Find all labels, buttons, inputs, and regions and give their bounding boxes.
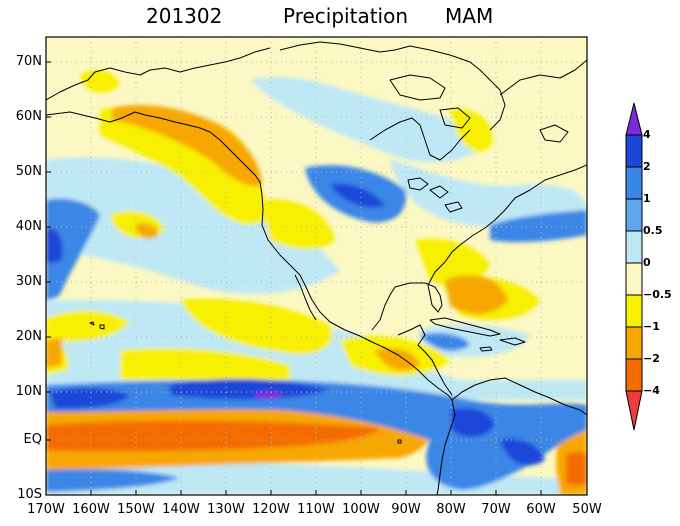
colorbar-swatch-gt4	[625, 102, 643, 136]
lon-label-110w: 110W	[297, 502, 335, 517]
colorbar-swatch-m1-m05	[625, 294, 643, 328]
lon-label-100w: 100W	[342, 502, 380, 517]
colorbar-label-0: 0	[643, 256, 651, 269]
colorbar-label-m2: −2	[643, 352, 660, 365]
title-season: MAM	[445, 4, 494, 28]
anomaly-field	[46, 37, 587, 495]
lon-label-130w: 130W	[207, 502, 245, 517]
lat-label-10n: 10N	[15, 384, 42, 399]
colorbar-swatch-m05-0	[625, 262, 643, 296]
lon-label-140w: 140W	[162, 502, 200, 517]
colorbar-swatch-1-2	[625, 166, 643, 200]
colorbar	[625, 102, 643, 431]
colorbar-swatch-2-4	[625, 134, 643, 168]
colorbar-label-m1: −1	[643, 320, 660, 333]
map-title: 201302 Precipitation MAM	[0, 4, 680, 34]
colorbar-label-4: 4	[643, 128, 651, 141]
colorbar-swatch-m4-m2	[625, 358, 643, 392]
title-date: 201302	[146, 4, 223, 28]
lon-label-160w: 160W	[72, 502, 110, 517]
colorbar-label-2: 2	[643, 160, 651, 173]
lon-label-80w: 80W	[436, 502, 466, 517]
lon-label-170w: 170W	[27, 502, 65, 517]
lon-label-120w: 120W	[252, 502, 290, 517]
colorbar-swatch-m2-m1	[625, 326, 643, 360]
lat-label-40n: 40N	[15, 219, 42, 234]
lat-label-50n: 50N	[15, 164, 42, 179]
lon-label-70w: 70W	[481, 502, 511, 517]
lat-label-10s: 10S	[17, 487, 42, 502]
lon-label-150w: 150W	[117, 502, 155, 517]
colorbar-label-1: 1	[643, 192, 651, 205]
lat-label-70n: 70N	[15, 54, 42, 69]
colorbar-label-05: 0.5	[643, 224, 663, 237]
lat-label-60n: 60N	[15, 109, 42, 124]
colorbar-label-m05: −0.5	[643, 288, 672, 301]
graticule	[46, 37, 587, 495]
coastlines	[46, 41, 587, 495]
lon-label-50w: 50W	[572, 502, 602, 517]
title-variable: Precipitation	[283, 4, 409, 28]
lat-label-eq: EQ	[23, 432, 42, 447]
colorbar-swatch-lt-m4	[625, 390, 643, 431]
lat-label-20n: 20N	[15, 329, 42, 344]
colorbar-swatch-05-1	[625, 198, 643, 232]
lon-label-60w: 60W	[526, 502, 556, 517]
lon-label-90w: 90W	[391, 502, 421, 517]
tick-marks	[46, 61, 542, 495]
lat-label-30n: 30N	[15, 274, 42, 289]
colorbar-swatch-0-05	[625, 230, 643, 264]
colorbar-label-m4: −4	[643, 384, 660, 397]
